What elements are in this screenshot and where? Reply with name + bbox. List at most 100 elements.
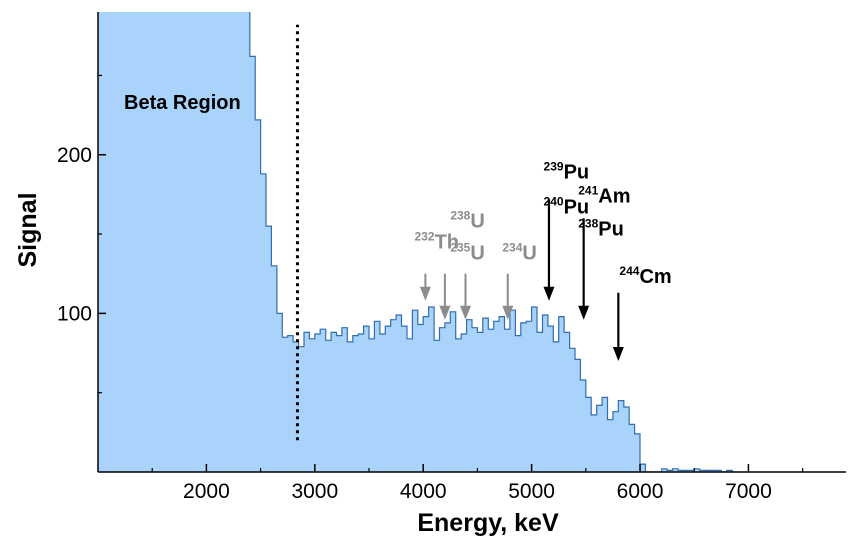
histogram-bar xyxy=(238,12,245,472)
histogram-bar xyxy=(417,324,424,472)
histogram-bar xyxy=(222,12,229,472)
spectrum-outline xyxy=(249,12,738,472)
histogram-bar xyxy=(537,332,543,472)
histogram-bar xyxy=(396,314,402,472)
histogram-bar xyxy=(580,380,587,472)
beta-region-label: Beta Region xyxy=(124,92,241,114)
histogram-bar xyxy=(683,470,690,472)
histogram-bar xyxy=(423,316,429,472)
isotope-label: 232Th xyxy=(415,229,459,253)
histogram-bar xyxy=(125,12,131,472)
histogram-bar xyxy=(531,307,538,472)
histogram-bar xyxy=(542,314,549,472)
isotope-arrow-head xyxy=(502,305,514,320)
histogram-bar xyxy=(244,12,251,472)
histogram-bar xyxy=(607,419,614,472)
histogram-bar xyxy=(401,326,408,472)
histogram-bar xyxy=(450,311,457,472)
histogram-bar xyxy=(314,334,321,472)
x-tick-label: 5000 xyxy=(508,480,555,503)
histogram-bar xyxy=(369,338,375,472)
isotope-label: 238Pu xyxy=(578,217,624,241)
histogram-bar xyxy=(195,12,202,472)
histogram-bar xyxy=(520,322,527,472)
histogram-bar xyxy=(103,12,110,472)
histogram-bar xyxy=(444,322,451,472)
histogram-bar xyxy=(472,327,478,472)
histogram-bar xyxy=(168,12,175,472)
histogram-bar xyxy=(629,424,635,472)
histogram-bar xyxy=(596,405,603,472)
histogram-bar xyxy=(211,12,218,472)
histogram-bar xyxy=(526,321,532,472)
histogram-bar xyxy=(710,470,717,472)
histogram-bar xyxy=(260,173,267,472)
histogram-bar xyxy=(255,119,261,472)
y-axis-title: Signal xyxy=(14,192,42,267)
histogram-bar xyxy=(141,12,148,472)
isotope-label: 241Am xyxy=(578,183,630,207)
histogram-bar xyxy=(661,468,668,472)
histogram-bar xyxy=(217,12,223,472)
histogram-bar xyxy=(374,321,381,472)
isotope-label: 239Pu xyxy=(544,160,590,184)
isotope-arrow-head xyxy=(612,346,624,361)
histogram-bar xyxy=(293,341,299,472)
histogram-bar xyxy=(114,12,120,472)
histogram-bar xyxy=(461,334,467,472)
y-tick-label: 200 xyxy=(57,144,92,167)
histogram-bar xyxy=(119,12,126,472)
isotope-arrow-head xyxy=(439,305,451,320)
histogram-bar xyxy=(406,338,413,472)
histogram-bar xyxy=(341,327,348,472)
histogram-bar xyxy=(667,470,673,472)
histogram-bar xyxy=(640,464,646,472)
histogram-bar xyxy=(157,12,164,472)
histogram-bar xyxy=(547,326,554,472)
histogram-bar xyxy=(466,319,473,472)
histogram-bar xyxy=(726,470,733,472)
histogram-bar xyxy=(385,326,391,472)
histogram-bar xyxy=(325,340,332,472)
histogram-bar xyxy=(509,310,516,472)
histogram-bar xyxy=(98,12,104,472)
histogram-bar xyxy=(488,329,494,472)
histogram-bar xyxy=(515,335,522,472)
histogram-bar xyxy=(206,12,213,472)
histogram-bar xyxy=(434,340,440,472)
histogram-bar xyxy=(705,470,711,472)
histogram-bar xyxy=(455,338,462,472)
histogram-bar xyxy=(574,359,581,472)
histogram-bar xyxy=(591,414,597,472)
histogram-bar xyxy=(249,56,256,472)
histogram-bar xyxy=(379,334,386,472)
histogram-bar xyxy=(493,321,500,472)
x-tick-label: 2000 xyxy=(183,480,230,503)
histogram-bar xyxy=(298,346,305,472)
histogram-bar xyxy=(564,332,570,472)
histogram-bar xyxy=(276,313,283,472)
histogram-bar xyxy=(623,406,630,472)
histogram-bar xyxy=(602,397,608,472)
histogram-bars xyxy=(98,12,733,472)
histogram-bar xyxy=(282,337,289,472)
histogram-bar xyxy=(303,332,310,472)
histogram-bar xyxy=(130,12,137,472)
histogram-bar xyxy=(477,332,484,472)
axes: 2000 3000 4000 5000 6000 7000 100 200 xyxy=(57,12,846,503)
isotope-arrow-head xyxy=(419,286,431,301)
histogram-bar xyxy=(634,433,641,472)
histogram-bar xyxy=(179,12,186,472)
isotope-arrow-head xyxy=(459,305,471,320)
histogram-bar xyxy=(688,470,695,472)
histogram-bar xyxy=(228,12,234,472)
y-tick-label: 100 xyxy=(57,302,92,325)
isotope-label: 235U xyxy=(450,240,484,264)
histogram-bar xyxy=(271,265,278,472)
histogram-bar xyxy=(439,327,446,472)
histogram-bar xyxy=(135,12,142,472)
x-tick-label: 7000 xyxy=(725,480,772,503)
histogram-bar xyxy=(336,335,343,472)
histogram-bar xyxy=(358,334,364,472)
